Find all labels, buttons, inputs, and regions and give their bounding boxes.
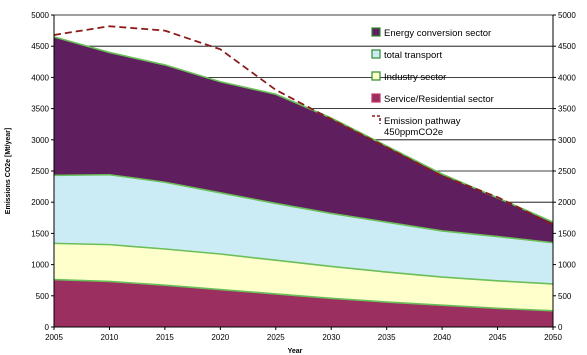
- y-tick-label: 2500: [31, 167, 49, 176]
- legend-label: total transport: [384, 50, 442, 61]
- y-tick-label-right: 2000: [558, 198, 576, 207]
- y-tick-label: 5000: [31, 11, 49, 20]
- y-tick-label-right: 500: [558, 292, 572, 301]
- pathway-line: [53, 25, 554, 226]
- y-tick-label: 3500: [31, 105, 49, 114]
- boundary-industry: [53, 242, 554, 285]
- y-tick-label: 2000: [31, 198, 49, 207]
- legend-swatch: [372, 115, 381, 124]
- y-tick-label: 4000: [31, 73, 49, 82]
- y-axis-right-ticks: 0 500 1000 1500 2000 2500 3000 3500 4000 4500 5000: [553, 11, 576, 332]
- boundary-transport: [53, 173, 554, 244]
- boundary-service: [53, 278, 554, 312]
- legend-label: Service/Residential sector: [384, 94, 494, 105]
- y-tick-label: 1000: [31, 261, 49, 270]
- area-transport: [54, 174, 553, 284]
- x-tick-label: 2010: [101, 333, 119, 342]
- y-tick-label-right: 1000: [558, 261, 576, 270]
- legend-item-transport: total transport: [371, 49, 442, 61]
- legend-swatch: [371, 49, 381, 59]
- legend: Energy conversion sector total transport I…: [371, 27, 494, 138]
- legend-item-industry: Industry sector: [371, 71, 446, 83]
- emission-pathway: [53, 25, 554, 226]
- legend-swatch: [371, 71, 381, 81]
- x-tick-label: 2045: [489, 333, 507, 342]
- legend-label: Energy conversion sector: [384, 28, 491, 39]
- y-tick-label-right: 5000: [558, 11, 576, 20]
- x-tick-label: 2025: [267, 333, 285, 342]
- y-tick-label: 1500: [31, 229, 49, 238]
- legend-label: Emission pathway: [384, 116, 461, 127]
- x-tick-label: 2050: [544, 333, 562, 342]
- legend-swatch: [371, 27, 381, 37]
- legend-swatch: [371, 93, 381, 103]
- legend-label: Industry sector: [384, 72, 446, 83]
- area-industry: [54, 243, 553, 311]
- y-tick-label-right: 3500: [558, 105, 576, 114]
- x-tick-label: 2005: [45, 333, 63, 342]
- x-axis-ticks: 2005 2010 2015 2020 2025 2030 2035 2040 2045 2050: [45, 327, 562, 342]
- legend-item-service: Service/Residential sector: [371, 93, 494, 105]
- legend-label-line2: 450ppmCO2e: [384, 127, 443, 138]
- y-tick-label-right: 3000: [558, 136, 576, 145]
- area-energy: [54, 36, 553, 243]
- y-tick-label: 0: [45, 323, 50, 332]
- x-tick-label: 2020: [211, 333, 229, 342]
- y-tick-label-right: 1500: [558, 229, 576, 238]
- x-tick-label: 2040: [433, 333, 451, 342]
- x-tick-label: 2030: [322, 333, 340, 342]
- stacked-areas: [54, 36, 553, 327]
- legend-item-energy: Energy conversion sector: [371, 27, 491, 39]
- y-tick-label-right: 0: [558, 323, 563, 332]
- y-tick-label: 500: [36, 292, 50, 301]
- y-tick-label-right: 4500: [558, 42, 576, 51]
- y-axis-title: Emissions CO2e [Mt/year]: [5, 128, 12, 214]
- y-tick-label: 4500: [31, 42, 49, 51]
- x-tick-label: 2015: [156, 333, 174, 342]
- y-tick-label-right: 4000: [558, 73, 576, 82]
- x-tick-label: 2035: [378, 333, 396, 342]
- x-axis-title: Year: [288, 348, 303, 355]
- area-service: [54, 279, 553, 327]
- y-tick-label-right: 2500: [558, 167, 576, 176]
- y-tick-label: 3000: [31, 136, 49, 145]
- y-axis-left-ticks: 0 500 1000 1500 2000 2500 3000 3500 4000 4500 5000: [31, 11, 54, 332]
